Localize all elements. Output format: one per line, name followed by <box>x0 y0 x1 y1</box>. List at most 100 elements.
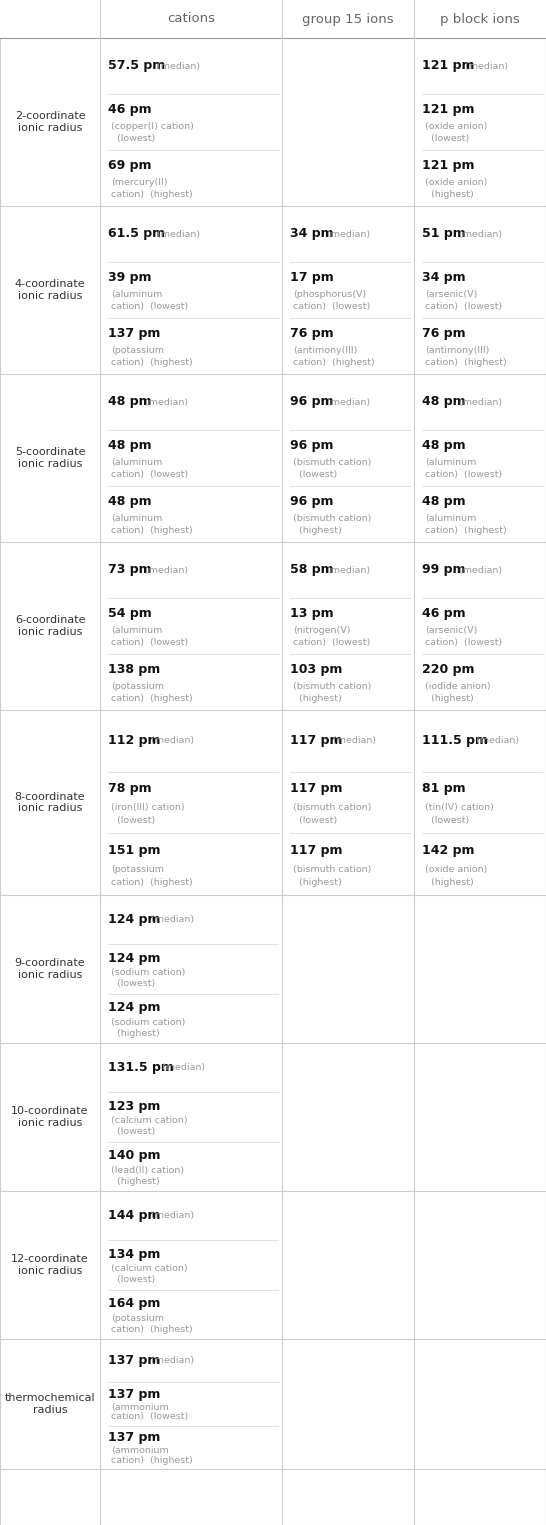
Text: (iodide anion): (iodide anion) <box>425 682 491 691</box>
Text: 51 pm: 51 pm <box>422 227 466 241</box>
Text: (sodium cation): (sodium cation) <box>111 968 186 978</box>
Text: (tin(IV) cation): (tin(IV) cation) <box>425 804 494 811</box>
Text: 137 pm: 137 pm <box>108 328 161 340</box>
Text: (median): (median) <box>453 398 502 407</box>
Text: 69 pm: 69 pm <box>108 159 151 172</box>
Text: 124 pm: 124 pm <box>108 913 161 926</box>
Text: 58 pm: 58 pm <box>290 564 334 576</box>
Text: (aluminum: (aluminum <box>111 625 162 634</box>
Text: (lowest): (lowest) <box>111 1275 155 1284</box>
Text: (lowest): (lowest) <box>425 134 469 143</box>
Text: (median): (median) <box>459 61 508 70</box>
Text: (potassium: (potassium <box>111 1313 164 1322</box>
Text: cation)  (lowest): cation) (lowest) <box>111 639 188 647</box>
Text: (median): (median) <box>151 61 200 70</box>
Text: (oxide anion): (oxide anion) <box>425 178 488 188</box>
Text: 81 pm: 81 pm <box>422 782 466 796</box>
Text: cation)  (highest): cation) (highest) <box>111 358 193 368</box>
Text: (antimony(III): (antimony(III) <box>425 346 489 355</box>
Text: (potassium: (potassium <box>111 865 164 874</box>
Text: (highest): (highest) <box>425 191 474 200</box>
Text: 61.5 pm: 61.5 pm <box>108 227 165 241</box>
Text: (bismuth cation): (bismuth cation) <box>293 804 371 811</box>
Text: 17 pm: 17 pm <box>290 271 334 284</box>
Text: (ammonium: (ammonium <box>111 1403 169 1412</box>
Text: 124 pm: 124 pm <box>108 952 161 965</box>
Text: 57.5 pm: 57.5 pm <box>108 59 165 73</box>
Text: (oxide anion): (oxide anion) <box>425 122 488 131</box>
Text: cation)  (highest): cation) (highest) <box>425 526 507 535</box>
Text: 10-coordinate
ionic radius: 10-coordinate ionic radius <box>11 1106 89 1128</box>
Text: 164 pm: 164 pm <box>108 1296 161 1310</box>
Text: 144 pm: 144 pm <box>108 1209 161 1222</box>
Text: 2-coordinate
ionic radius: 2-coordinate ionic radius <box>15 111 85 133</box>
Text: (aluminum: (aluminum <box>111 290 162 299</box>
Text: 48 pm: 48 pm <box>108 439 152 453</box>
Text: (calcium cation): (calcium cation) <box>111 1264 188 1273</box>
Text: (median): (median) <box>321 566 370 575</box>
Text: (lowest): (lowest) <box>111 816 155 825</box>
Text: (phosphorus(V): (phosphorus(V) <box>293 290 366 299</box>
Text: (median): (median) <box>145 1356 194 1365</box>
Text: 103 pm: 103 pm <box>290 663 342 676</box>
Text: (median): (median) <box>151 229 200 238</box>
Text: (median): (median) <box>139 566 188 575</box>
Text: (median): (median) <box>145 915 194 924</box>
Text: (highest): (highest) <box>293 878 342 888</box>
Text: (highest): (highest) <box>425 878 474 888</box>
Text: (bismuth cation): (bismuth cation) <box>293 865 371 874</box>
Text: 48 pm: 48 pm <box>422 395 466 409</box>
Text: cation)  (highest): cation) (highest) <box>111 694 193 703</box>
Text: 6-coordinate
ionic radius: 6-coordinate ionic radius <box>15 615 85 637</box>
Text: 96 pm: 96 pm <box>290 496 334 508</box>
Text: (aluminum: (aluminum <box>111 458 162 467</box>
Text: 111.5 pm: 111.5 pm <box>422 735 488 747</box>
Text: 123 pm: 123 pm <box>108 1100 161 1113</box>
Text: 137 pm: 137 pm <box>108 1388 161 1401</box>
Text: 9-coordinate
ionic radius: 9-coordinate ionic radius <box>15 958 85 979</box>
Text: 12-coordinate
ionic radius: 12-coordinate ionic radius <box>11 1254 89 1276</box>
Text: (median): (median) <box>145 737 194 746</box>
Text: (aluminum: (aluminum <box>425 514 476 523</box>
Text: cation)  (lowest): cation) (lowest) <box>425 302 502 311</box>
Text: (mercury(II): (mercury(II) <box>111 178 168 188</box>
Text: group 15 ions: group 15 ions <box>302 12 394 26</box>
Text: 46 pm: 46 pm <box>422 607 466 621</box>
Text: 117 pm: 117 pm <box>290 735 342 747</box>
Text: 134 pm: 134 pm <box>108 1247 161 1261</box>
Text: 78 pm: 78 pm <box>108 782 152 796</box>
Text: (nitrogen(V): (nitrogen(V) <box>293 625 351 634</box>
Text: (lowest): (lowest) <box>111 134 155 143</box>
Text: (lowest): (lowest) <box>111 979 155 988</box>
Text: (highest): (highest) <box>293 526 342 535</box>
Text: 54 pm: 54 pm <box>108 607 152 621</box>
Text: 99 pm: 99 pm <box>422 564 466 576</box>
Text: thermochemical
radius: thermochemical radius <box>5 1394 96 1415</box>
Text: (bismuth cation): (bismuth cation) <box>293 458 371 467</box>
Text: (median): (median) <box>139 398 188 407</box>
Text: (highest): (highest) <box>111 1177 160 1185</box>
Text: (highest): (highest) <box>425 694 474 703</box>
Text: 124 pm: 124 pm <box>108 1000 161 1014</box>
Text: 117 pm: 117 pm <box>290 782 342 796</box>
Text: cation)  (lowest): cation) (lowest) <box>293 302 370 311</box>
Text: cation)  (highest): cation) (highest) <box>111 1456 193 1466</box>
Text: (calcium cation): (calcium cation) <box>111 1116 188 1125</box>
Text: (aluminum: (aluminum <box>425 458 476 467</box>
Text: 13 pm: 13 pm <box>290 607 334 621</box>
Text: 5-coordinate
ionic radius: 5-coordinate ionic radius <box>15 447 85 468</box>
Text: 220 pm: 220 pm <box>422 663 474 676</box>
Text: (aluminum: (aluminum <box>111 514 162 523</box>
Text: (median): (median) <box>471 737 520 746</box>
Text: (lowest): (lowest) <box>293 816 337 825</box>
Text: 34 pm: 34 pm <box>422 271 466 284</box>
Text: 48 pm: 48 pm <box>108 496 152 508</box>
Text: cation)  (lowest): cation) (lowest) <box>111 1412 188 1421</box>
Text: 96 pm: 96 pm <box>290 439 334 453</box>
Text: 46 pm: 46 pm <box>108 104 152 116</box>
Text: 96 pm: 96 pm <box>290 395 334 409</box>
Text: cation)  (lowest): cation) (lowest) <box>111 302 188 311</box>
Text: 142 pm: 142 pm <box>422 845 474 857</box>
Text: 112 pm: 112 pm <box>108 735 161 747</box>
Text: (lowest): (lowest) <box>111 1127 155 1136</box>
